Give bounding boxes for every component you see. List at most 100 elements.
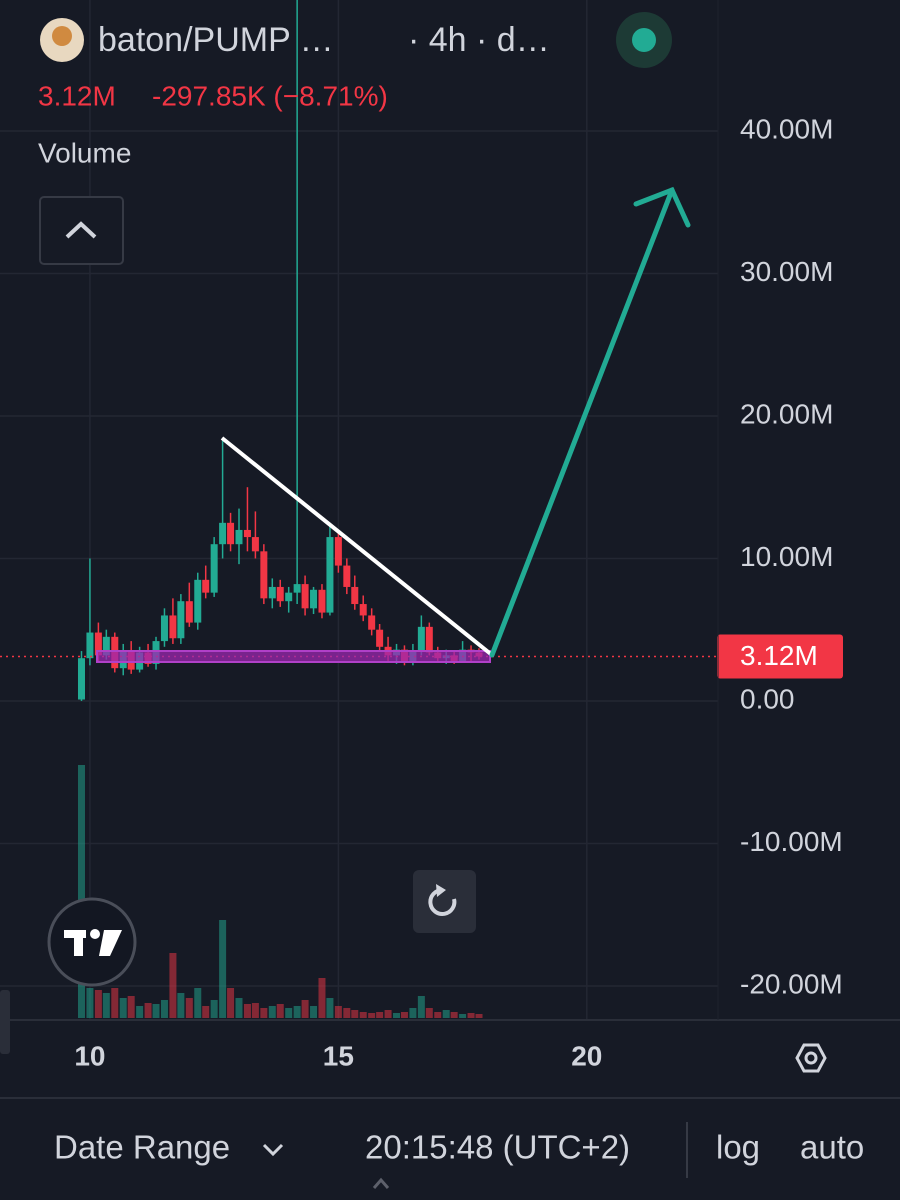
volume-bar: [127, 996, 135, 1018]
volume-bar: [343, 1008, 351, 1018]
candle-body: [202, 579, 210, 593]
volume-bar: [169, 953, 177, 1018]
volume-bar: [450, 1012, 458, 1018]
date-range-button[interactable]: Date Range: [54, 1129, 230, 1166]
volume-bar: [268, 1006, 276, 1018]
volume-bar: [210, 1000, 218, 1018]
reset-button[interactable]: [413, 870, 476, 933]
grid: [0, 0, 718, 1020]
clock[interactable]: 20:15:48 (UTC+2): [365, 1129, 630, 1166]
y-tick-label: -10.00M: [740, 826, 843, 857]
candle-body: [251, 537, 259, 552]
candle-body: [326, 537, 334, 613]
volume-bar: [111, 988, 119, 1018]
avatar-face: [52, 26, 72, 46]
auto-toggle[interactable]: auto: [800, 1129, 864, 1166]
candle-body: [285, 592, 293, 602]
volume-bar: [219, 920, 227, 1018]
candle-body: [268, 586, 276, 599]
candle-body: [343, 565, 351, 587]
volume-bar: [235, 998, 243, 1018]
volume-bar: [442, 1010, 450, 1018]
status-dot: [632, 28, 656, 52]
rectangle-drawing[interactable]: [96, 650, 491, 663]
volume-bar: [368, 1013, 376, 1018]
volume-bar: [202, 1006, 210, 1018]
volume-bar: [409, 1008, 417, 1018]
volume-bar: [359, 1012, 367, 1018]
volume-bar: [177, 993, 185, 1018]
candle-body: [260, 551, 268, 599]
y-tick-label: 0.00: [740, 683, 795, 714]
volume-bar: [400, 1012, 408, 1018]
volume-bar: [434, 1012, 442, 1018]
volume-bar: [285, 1008, 293, 1018]
volume-bar: [293, 1006, 301, 1018]
candle-body: [334, 537, 342, 566]
volume-bar: [194, 988, 202, 1018]
volume-bar: [276, 1004, 284, 1018]
log-toggle[interactable]: log: [716, 1129, 760, 1166]
volume-bar: [243, 1004, 251, 1018]
trend-line[interactable]: [220, 436, 494, 657]
candle-body: [169, 615, 177, 639]
last-price-box: [717, 634, 843, 679]
volume-bar: [459, 1014, 467, 1018]
volume-bar: [475, 1014, 483, 1018]
y-tick-label: 20.00M: [740, 398, 833, 429]
volume-bar: [152, 1004, 160, 1018]
settings-button[interactable]: [795, 1043, 827, 1073]
volume-bar: [94, 990, 102, 1018]
volume-bar: [86, 988, 94, 1018]
volume-bar: [102, 993, 110, 1018]
candle-body: [243, 529, 251, 538]
interval[interactable]: · 4h · d…: [408, 21, 550, 59]
settings-icon: [804, 1051, 818, 1065]
volume-bar: [136, 1006, 144, 1018]
arrow-drawing[interactable]: [489, 186, 691, 658]
candle-body: [293, 584, 301, 593]
candle-body: [227, 522, 235, 545]
tv-logo-mark: [64, 929, 122, 956]
volume-bar: [144, 1003, 152, 1018]
volume-bar: [310, 1006, 318, 1018]
volume-bar: [326, 998, 334, 1018]
candle-body: [77, 658, 85, 700]
volume-bar: [351, 1010, 359, 1018]
volume-bar: [393, 1013, 401, 1018]
volume-bar: [251, 1003, 259, 1018]
price-change: -297.85K (−8.71%): [152, 80, 388, 111]
candle-body: [185, 601, 193, 623]
x-tick-label: 10: [74, 1040, 105, 1071]
volume-bar: [376, 1012, 384, 1018]
candle-body: [94, 632, 102, 656]
candle-body: [425, 626, 433, 653]
volume-bar: [425, 1008, 433, 1018]
candle-body: [160, 615, 168, 642]
volume-bar: [77, 765, 85, 1018]
collapse-button[interactable]: [39, 196, 124, 265]
chevron-up: [65, 221, 97, 239]
candle-body: [210, 544, 218, 593]
y-tick-label: 30.00M: [740, 256, 833, 287]
tv-logo[interactable]: [47, 897, 137, 987]
volume-bar: [318, 978, 326, 1018]
volume-bar: [227, 988, 235, 1018]
volume-bar: [334, 1006, 342, 1018]
candle-body: [219, 522, 227, 545]
candle-body: [376, 629, 384, 647]
y-tick-label: 40.00M: [740, 113, 833, 144]
candle-body: [310, 589, 318, 609]
x-tick-label: 15: [323, 1040, 354, 1071]
reset-icon: [428, 888, 457, 916]
symbol[interactable]: baton/PUMP …: [98, 21, 334, 59]
side-tab[interactable]: [0, 990, 10, 1054]
reset-icon-head: [436, 884, 446, 897]
candle-body: [318, 589, 326, 613]
candle-body: [351, 586, 359, 605]
last-price-label: 3.12M: [740, 640, 818, 671]
volume-bar: [417, 996, 425, 1018]
indicator-name: Volume: [38, 137, 131, 168]
